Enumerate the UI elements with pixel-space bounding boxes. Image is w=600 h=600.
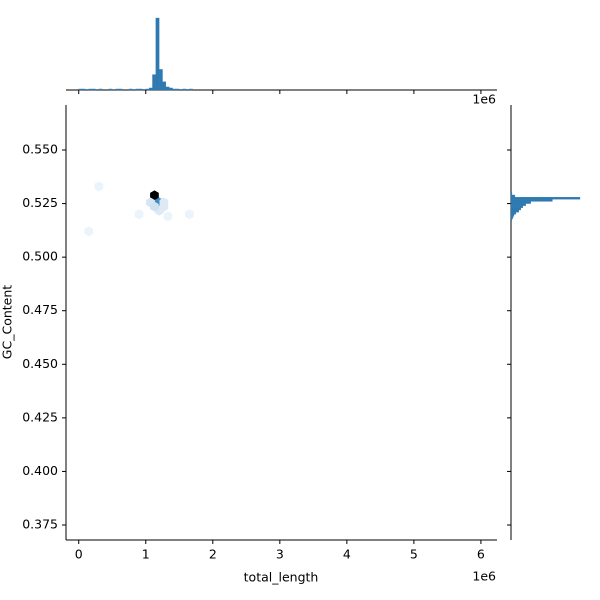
hexbin bbox=[185, 209, 194, 220]
top-hist-bar bbox=[162, 81, 167, 91]
y-tick-label: 0.400 bbox=[22, 463, 58, 478]
right-hist-bar bbox=[510, 207, 522, 211]
y-tick-label: 0.500 bbox=[22, 249, 58, 264]
top-hist-bar bbox=[91, 88, 96, 91]
top-hist-bar bbox=[145, 88, 150, 91]
y-tick-label: 0.375 bbox=[22, 517, 58, 532]
right-hist-bar bbox=[510, 201, 531, 204]
hexbin bbox=[159, 201, 169, 212]
y-tick-label: 0.425 bbox=[22, 409, 58, 424]
hexbin bbox=[150, 201, 159, 212]
top-hist-bar bbox=[148, 87, 153, 91]
top-hist-bar bbox=[128, 88, 133, 91]
right-hist-bar bbox=[510, 194, 516, 198]
right-hist-bar bbox=[510, 214, 515, 217]
top-hist-bar bbox=[175, 88, 180, 91]
top-hist-bar bbox=[152, 74, 156, 91]
x-tick-label: 4 bbox=[343, 547, 351, 562]
top-hist-bar bbox=[182, 88, 187, 91]
top-hist-bar bbox=[169, 87, 173, 91]
hexbin bbox=[163, 211, 173, 222]
hexbin bbox=[84, 226, 94, 237]
y-tick-label: 0.450 bbox=[22, 356, 58, 371]
top-hist-bar bbox=[115, 88, 120, 91]
right-hist-bar bbox=[510, 203, 526, 206]
top-hist-bar bbox=[81, 88, 86, 91]
top-hist-bar bbox=[172, 88, 177, 91]
x-tick-label: 6 bbox=[477, 547, 485, 562]
y-tick-label: 0.525 bbox=[22, 195, 58, 210]
y-tick-label: 0.475 bbox=[22, 302, 58, 317]
top-hist-bar bbox=[159, 69, 163, 91]
top-hist-bar bbox=[138, 88, 143, 91]
hexbin bbox=[94, 181, 104, 192]
top-hist-bar bbox=[98, 88, 103, 91]
top-hist-bar bbox=[155, 17, 160, 91]
x-tick-label: 5 bbox=[410, 547, 418, 562]
top-hist-bar bbox=[189, 88, 193, 91]
top-hist-bar bbox=[165, 86, 170, 91]
right-hist-bar bbox=[510, 199, 553, 202]
top-offset-label: 1e6 bbox=[472, 92, 496, 107]
top-hist-bar bbox=[78, 88, 83, 91]
x-tick-label: 2 bbox=[209, 547, 217, 562]
x-axis-label: total_length bbox=[244, 570, 319, 585]
x-offset-label: 1e6 bbox=[472, 569, 496, 584]
x-tick-label: 1 bbox=[142, 547, 150, 562]
y-tick-label: 0.550 bbox=[22, 142, 58, 157]
right-hist-bar bbox=[510, 192, 513, 196]
right-hist-bar bbox=[510, 205, 523, 209]
right-hist-bar bbox=[510, 216, 514, 219]
right-hist-bar bbox=[510, 218, 513, 221]
y-axis-label: GC_Content bbox=[0, 285, 15, 359]
right-hist-bar bbox=[510, 211, 517, 215]
top-hist-bar bbox=[135, 88, 140, 91]
right-hist-bar bbox=[510, 209, 520, 213]
hexbin bbox=[134, 209, 144, 220]
top-hist-bar bbox=[88, 88, 93, 91]
top-hist-bar bbox=[118, 88, 123, 91]
x-tick-label: 0 bbox=[75, 547, 83, 562]
x-tick-label: 3 bbox=[276, 547, 284, 562]
right-hist-bar bbox=[510, 196, 581, 200]
top-hist-bar bbox=[108, 88, 113, 91]
hexbin bbox=[150, 190, 159, 201]
